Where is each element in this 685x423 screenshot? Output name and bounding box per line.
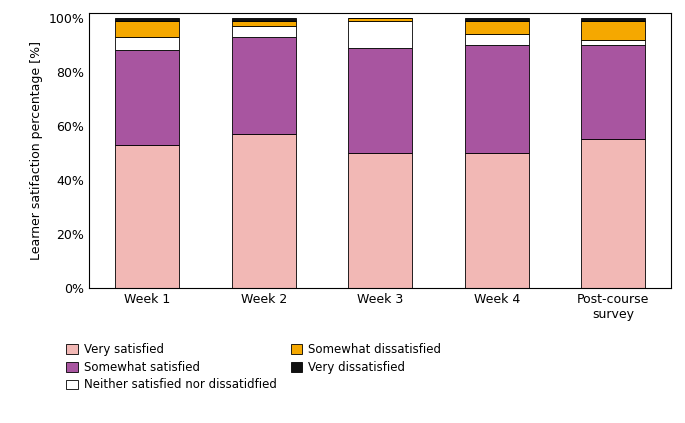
Bar [232,21,296,26]
Bar [232,18,296,21]
Bar [464,153,529,288]
Bar [581,40,645,45]
Bar [581,140,645,288]
Bar [232,37,296,134]
Bar [464,34,529,45]
Bar [348,21,412,48]
Bar [232,26,296,37]
Bar [115,37,179,50]
Bar [581,45,645,140]
Bar [348,153,412,288]
Bar [464,18,529,21]
Legend: Very satisfied, Somewhat satisfied, Neither satisfied nor dissatidfied, Somewhat: Very satisfied, Somewhat satisfied, Neit… [66,343,441,391]
Bar [115,18,179,21]
Bar [464,21,529,34]
Bar [348,48,412,153]
Y-axis label: Learner satifaction percentage [%]: Learner satifaction percentage [%] [29,41,42,260]
Bar [115,21,179,37]
Bar [115,145,179,288]
Bar [348,18,412,21]
Bar [581,18,645,21]
Bar [115,50,179,145]
Bar [232,134,296,288]
Bar [464,45,529,153]
Bar [581,21,645,40]
